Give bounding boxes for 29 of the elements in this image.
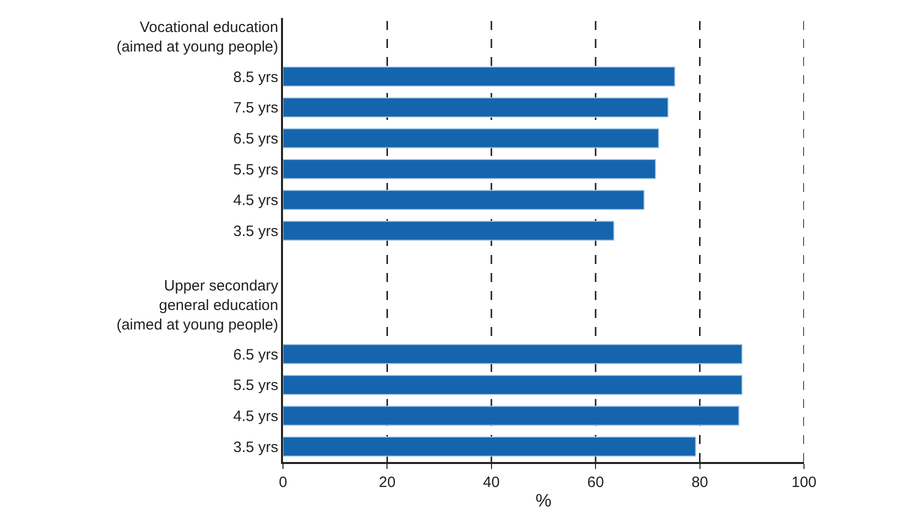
- y-tick-label: 5.5 yrs: [233, 161, 278, 178]
- y-tick-label: Upper secondary general education (aimed at young people): [116, 278, 279, 334]
- bar: [283, 374, 742, 395]
- bar: [283, 406, 740, 426]
- x-tick-label: 0: [278, 474, 288, 491]
- bar: [283, 97, 669, 118]
- bar: [283, 220, 614, 241]
- x-tick-label: 80: [691, 474, 708, 491]
- bar: [283, 436, 696, 457]
- y-tick-label: 3.5 yrs: [233, 438, 278, 456]
- x-tick-label: 20: [378, 474, 396, 491]
- bar: [283, 344, 742, 364]
- bar: [283, 128, 660, 148]
- y-tick-label: 7.5 yrs: [233, 100, 278, 117]
- y-tick-label: 4.5 yrs: [233, 192, 278, 210]
- bar: [283, 190, 645, 210]
- y-tick-label: 6.5 yrs: [233, 130, 278, 148]
- y-tick-label: 6.5 yrs: [233, 346, 278, 364]
- y-tick-label: 3.5 yrs: [233, 223, 278, 240]
- x-tick-label: 100: [791, 474, 817, 491]
- bar: [283, 66, 676, 87]
- y-tick-label: Vocational education (aimed at young people): [116, 19, 278, 56]
- x-axis-title: %: [535, 490, 552, 510]
- bar: [283, 159, 656, 180]
- x-tick-label: 40: [483, 474, 500, 491]
- y-tick-label: 4.5 yrs: [233, 408, 278, 425]
- y-tick-label: 8.5 yrs: [233, 68, 278, 86]
- y-tick-label: 5.5 yrs: [233, 377, 278, 394]
- x-tick-label: 60: [587, 474, 604, 491]
